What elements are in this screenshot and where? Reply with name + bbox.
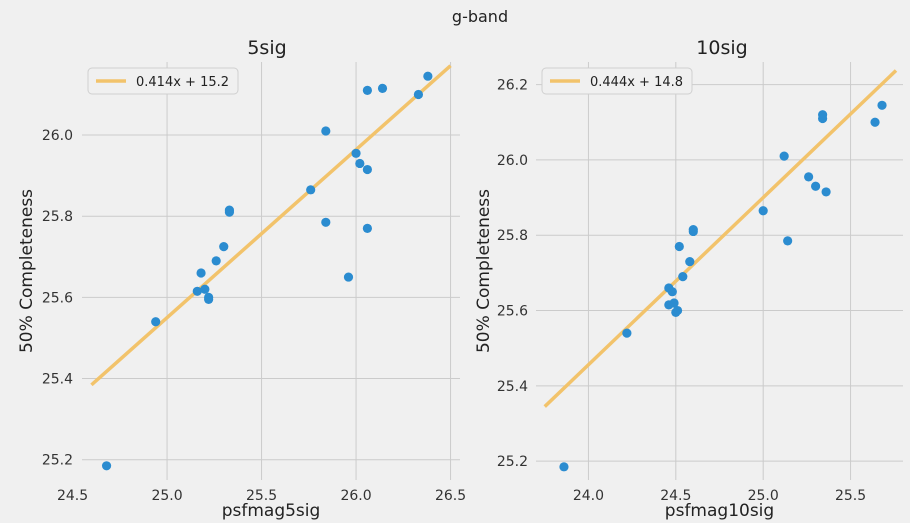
data-point xyxy=(101,461,112,471)
data-point xyxy=(377,83,388,93)
data-point xyxy=(355,158,365,169)
data-point xyxy=(423,71,433,81)
x-tick-label: 25.5 xyxy=(246,488,277,504)
data-point xyxy=(622,328,632,338)
data-point xyxy=(192,286,202,296)
data-point xyxy=(667,287,677,297)
x-tick-label: 24.0 xyxy=(573,488,604,504)
data-point xyxy=(672,305,683,316)
x-tick-label: 24.5 xyxy=(57,488,88,504)
data-point xyxy=(413,89,424,100)
legend-box xyxy=(87,67,239,95)
x-tick-label: 25.0 xyxy=(748,488,779,504)
y-tick-label: 25.6 xyxy=(42,290,73,306)
fit-line xyxy=(543,69,898,408)
y-tick-label: 25.8 xyxy=(497,228,528,244)
x-axis-label: psfmag5sig xyxy=(222,501,321,521)
panel-title: 5sig xyxy=(247,37,286,59)
data-point xyxy=(685,256,695,267)
y-axis-label: 50% Completeness xyxy=(474,189,494,353)
data-point xyxy=(804,172,814,182)
panel-5sig: 24.5 25.0 25.5 26.0 26.5 25.2 25.4 25.6 25.8 26.0… xyxy=(17,37,466,521)
x-tick-label: 25.5 xyxy=(835,488,866,504)
data-point xyxy=(678,272,688,282)
y-tick-label: 25.4 xyxy=(497,379,528,395)
data-point xyxy=(783,236,793,246)
legend-label: 0.414x + 15.2 xyxy=(136,75,229,90)
data-point xyxy=(811,181,821,191)
data-point xyxy=(362,223,372,233)
x-tick-label: 24.5 xyxy=(660,488,691,504)
figure-title: g-band xyxy=(452,7,508,26)
y-tick-label: 26.2 xyxy=(497,78,528,94)
data-point xyxy=(204,294,214,305)
y-tick-label: 25.8 xyxy=(42,209,73,225)
data-point xyxy=(821,187,831,197)
data-point xyxy=(211,256,221,266)
y-tick-label: 26.0 xyxy=(42,128,73,144)
data-point xyxy=(758,206,768,216)
y-axis-label: 50% Completeness xyxy=(17,189,37,353)
data-point xyxy=(224,205,235,215)
legend-box xyxy=(541,67,693,95)
data-point xyxy=(362,85,372,96)
data-point xyxy=(196,268,206,278)
data-point xyxy=(559,462,569,472)
data-point xyxy=(219,242,229,252)
data-point xyxy=(674,241,684,252)
x-tick-label: 25.0 xyxy=(151,488,182,504)
legend-label: 0.444x + 14.8 xyxy=(590,75,683,90)
data-point xyxy=(351,148,361,158)
data-point xyxy=(200,284,210,294)
data-point xyxy=(818,110,828,120)
fit-line xyxy=(90,64,452,387)
y-tick-label: 26.0 xyxy=(497,153,528,169)
panel-title: 10sig xyxy=(696,37,747,59)
data-point xyxy=(343,272,354,282)
data-point xyxy=(321,126,331,136)
data-point xyxy=(870,117,880,127)
x-tick-label: 26.5 xyxy=(435,488,466,504)
data-point xyxy=(362,164,372,175)
y-tick-label: 25.2 xyxy=(497,454,528,470)
data-point xyxy=(877,100,887,110)
x-tick-label: 26.0 xyxy=(340,488,371,504)
y-tick-label: 25.6 xyxy=(497,304,528,320)
y-tick-label: 25.4 xyxy=(42,372,73,388)
y-tick-label: 25.2 xyxy=(42,453,73,469)
data-point xyxy=(688,224,698,235)
data-point xyxy=(669,298,679,308)
x-axis-label: psfmag10sig xyxy=(665,501,774,521)
data-point xyxy=(306,185,316,195)
data-point xyxy=(151,317,161,327)
data-point xyxy=(779,151,789,161)
panel-10sig: 24.0 24.5 25.0 25.5 25.2 25.4 25.6 25.8 26.0 26.2… xyxy=(474,37,903,521)
data-point xyxy=(321,217,331,227)
